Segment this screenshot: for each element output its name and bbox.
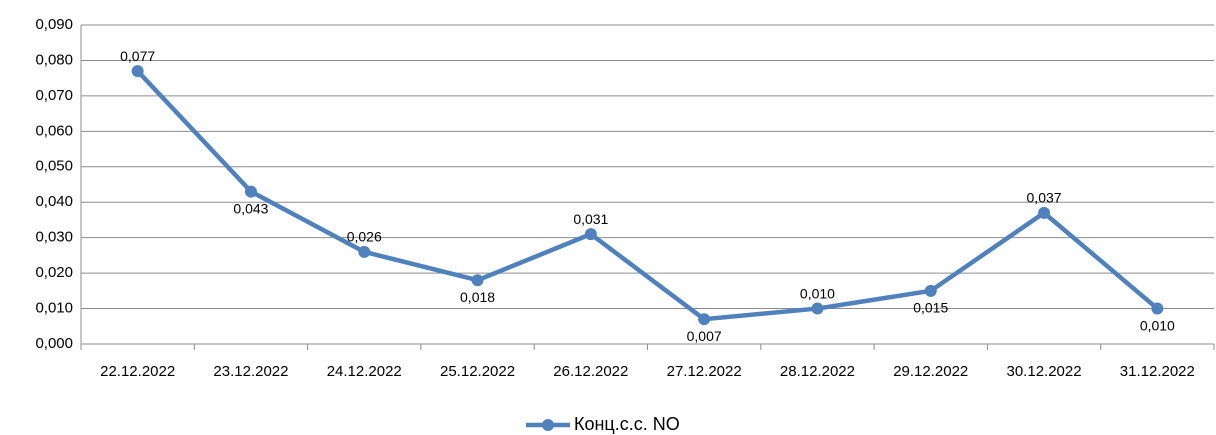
data-label: 0,018	[460, 289, 495, 305]
y-tick-label: 0,090	[35, 16, 73, 33]
data-label: 0,026	[347, 229, 382, 245]
y-tick-label: 0,020	[35, 264, 73, 281]
x-tick-label: 29.12.2022	[893, 363, 968, 380]
data-label: 0,077	[120, 48, 155, 64]
legend-label: Конц.с.с. NO	[574, 414, 680, 434]
x-tick-label: 22.12.2022	[100, 363, 175, 380]
x-tick-label: 28.12.2022	[780, 363, 855, 380]
x-tick-label: 31.12.2022	[1120, 363, 1195, 380]
x-tick-label: 26.12.2022	[553, 363, 628, 380]
y-tick-label: 0,030	[35, 229, 73, 246]
marker	[1151, 302, 1164, 315]
marker	[584, 228, 597, 241]
marker	[244, 185, 257, 198]
data-label: 0,015	[913, 300, 948, 316]
marker	[358, 245, 371, 258]
y-tick-label: 0,080	[35, 51, 73, 68]
y-tick-label: 0,060	[35, 122, 73, 139]
data-label: 0,010	[800, 285, 835, 301]
marker	[471, 274, 484, 287]
legend-marker	[542, 419, 554, 431]
x-tick-label: 24.12.2022	[327, 363, 402, 380]
marker	[131, 65, 144, 78]
y-tick-label: 0,010	[35, 300, 73, 317]
marker	[1038, 206, 1051, 219]
marker	[924, 284, 937, 297]
line	[136, 69, 1159, 322]
x-tick-label: 27.12.2022	[667, 363, 742, 380]
data-label: 0,037	[1027, 190, 1062, 206]
marker	[698, 313, 711, 326]
x-tick-label: 25.12.2022	[440, 363, 515, 380]
y-tick-label: 0,050	[35, 158, 73, 175]
x-tick-label: 23.12.2022	[213, 363, 288, 380]
data-label: 0,043	[233, 200, 268, 216]
marker	[811, 302, 824, 315]
data-label: 0,010	[1140, 317, 1175, 333]
y-tick-label: 0,040	[35, 193, 73, 210]
y-tick-label: 0,070	[35, 87, 73, 104]
data-label: 0,031	[573, 211, 608, 227]
x-tick-label: 30.12.2022	[1007, 363, 1082, 380]
y-tick-label: 0,000	[35, 335, 73, 352]
data-label: 0,007	[687, 328, 722, 344]
